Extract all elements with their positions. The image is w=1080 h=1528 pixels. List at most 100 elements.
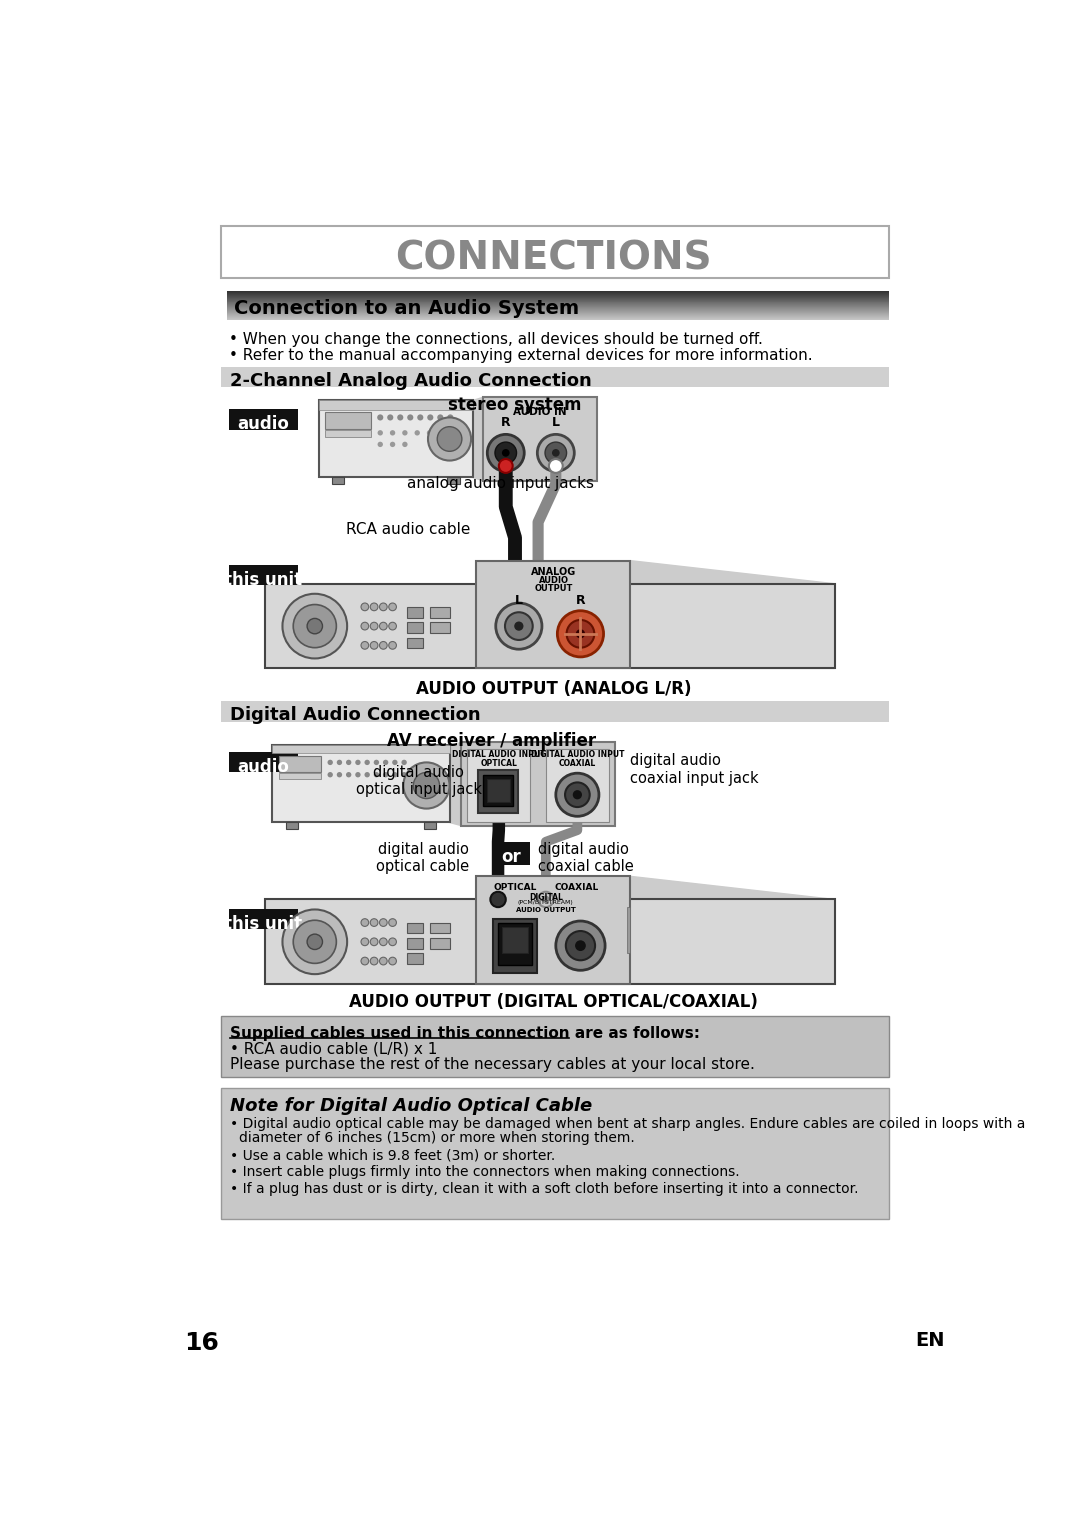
Circle shape — [294, 920, 336, 963]
Circle shape — [379, 604, 387, 611]
Circle shape — [294, 605, 336, 648]
Bar — [220, 367, 889, 387]
Circle shape — [402, 431, 407, 435]
Circle shape — [355, 759, 361, 766]
Text: digital audio
optical cable: digital audio optical cable — [376, 842, 469, 874]
Bar — [626, 908, 631, 953]
Circle shape — [499, 458, 513, 472]
Text: R: R — [576, 594, 585, 607]
Circle shape — [383, 772, 389, 778]
Circle shape — [402, 759, 407, 766]
Text: • Insert cable plugs firmly into the connectors when making connections.: • Insert cable plugs firmly into the con… — [230, 1166, 740, 1180]
Bar — [279, 756, 321, 772]
Circle shape — [388, 414, 393, 420]
Bar — [468, 749, 530, 822]
Circle shape — [374, 759, 379, 766]
Polygon shape — [631, 877, 835, 984]
Circle shape — [346, 759, 351, 766]
Bar — [407, 953, 422, 964]
Circle shape — [364, 759, 369, 766]
Circle shape — [542, 895, 550, 903]
Circle shape — [427, 431, 432, 435]
Bar — [229, 909, 298, 929]
Text: audio: audio — [238, 758, 289, 776]
Text: (PCM/BITSTREAM): (PCM/BITSTREAM) — [518, 900, 573, 905]
Text: • Use a cable which is 9.8 feet (3m) or shorter.: • Use a cable which is 9.8 feet (3m) or … — [230, 1148, 555, 1163]
Text: diameter of 6 inches (15cm) or more when storing them.: diameter of 6 inches (15cm) or more when… — [240, 1131, 635, 1144]
Bar — [502, 927, 528, 953]
Circle shape — [505, 613, 532, 640]
Bar — [545, 749, 609, 822]
Circle shape — [390, 431, 395, 435]
Bar — [407, 923, 422, 934]
Circle shape — [556, 773, 599, 816]
Bar — [494, 918, 537, 973]
Text: COAXIAL: COAXIAL — [558, 758, 596, 767]
Circle shape — [364, 772, 369, 778]
Text: L: L — [515, 594, 523, 607]
Circle shape — [370, 918, 378, 926]
Bar — [319, 400, 473, 477]
Circle shape — [407, 414, 414, 420]
Circle shape — [572, 790, 582, 799]
Bar — [430, 607, 449, 617]
Text: CONNECTIONS: CONNECTIONS — [395, 238, 712, 277]
Circle shape — [437, 426, 462, 451]
Circle shape — [389, 622, 396, 630]
Bar — [332, 477, 345, 484]
Text: digital audio
coaxial input jack: digital audio coaxial input jack — [631, 753, 759, 785]
Circle shape — [389, 642, 396, 649]
Text: AUDIO: AUDIO — [539, 576, 568, 585]
Circle shape — [327, 772, 333, 778]
Bar — [220, 292, 227, 321]
Text: • Refer to the manual accompanying external devices for more information.: • Refer to the manual accompanying exter… — [229, 348, 812, 364]
Bar — [498, 923, 532, 964]
Circle shape — [576, 630, 585, 639]
Bar — [483, 775, 513, 805]
Circle shape — [496, 604, 542, 649]
Bar — [285, 822, 298, 828]
Bar — [424, 822, 436, 828]
Bar — [220, 226, 889, 278]
Circle shape — [361, 957, 368, 964]
Text: AUDIO OUTPUT: AUDIO OUTPUT — [516, 908, 576, 914]
Text: OPTICAL: OPTICAL — [481, 758, 517, 767]
Bar — [491, 842, 530, 865]
Circle shape — [370, 957, 378, 964]
Text: 16: 16 — [184, 1331, 219, 1355]
Polygon shape — [631, 561, 835, 668]
Bar — [407, 938, 422, 949]
Circle shape — [414, 773, 440, 799]
Circle shape — [283, 909, 347, 975]
Circle shape — [361, 604, 368, 611]
Bar — [407, 637, 422, 648]
Text: DIGITAL AUDIO INPUT: DIGITAL AUDIO INPUT — [453, 750, 545, 759]
Circle shape — [495, 442, 516, 463]
Circle shape — [379, 622, 387, 630]
Circle shape — [389, 957, 396, 964]
Bar — [272, 746, 449, 822]
Circle shape — [392, 772, 397, 778]
Circle shape — [415, 431, 420, 435]
Text: Digital Audio Connection: Digital Audio Connection — [230, 706, 481, 724]
Text: OUTPUT: OUTPUT — [535, 584, 572, 593]
Text: digital audio
optical input jack: digital audio optical input jack — [355, 764, 482, 798]
Bar — [407, 607, 422, 617]
Text: COAXIAL: COAXIAL — [554, 883, 598, 891]
Text: R: R — [501, 416, 511, 429]
Circle shape — [370, 642, 378, 649]
Circle shape — [389, 604, 396, 611]
Bar — [319, 400, 473, 410]
Circle shape — [361, 622, 368, 630]
Circle shape — [538, 892, 554, 908]
Circle shape — [370, 622, 378, 630]
Circle shape — [447, 414, 454, 420]
Bar — [265, 900, 835, 984]
Bar — [447, 477, 460, 484]
Circle shape — [402, 772, 407, 778]
Circle shape — [370, 938, 378, 946]
Circle shape — [379, 957, 387, 964]
Text: • When you change the connections, all devices should be turned off.: • When you change the connections, all d… — [229, 332, 762, 347]
Bar — [407, 622, 422, 633]
Text: this unit: this unit — [225, 915, 302, 934]
